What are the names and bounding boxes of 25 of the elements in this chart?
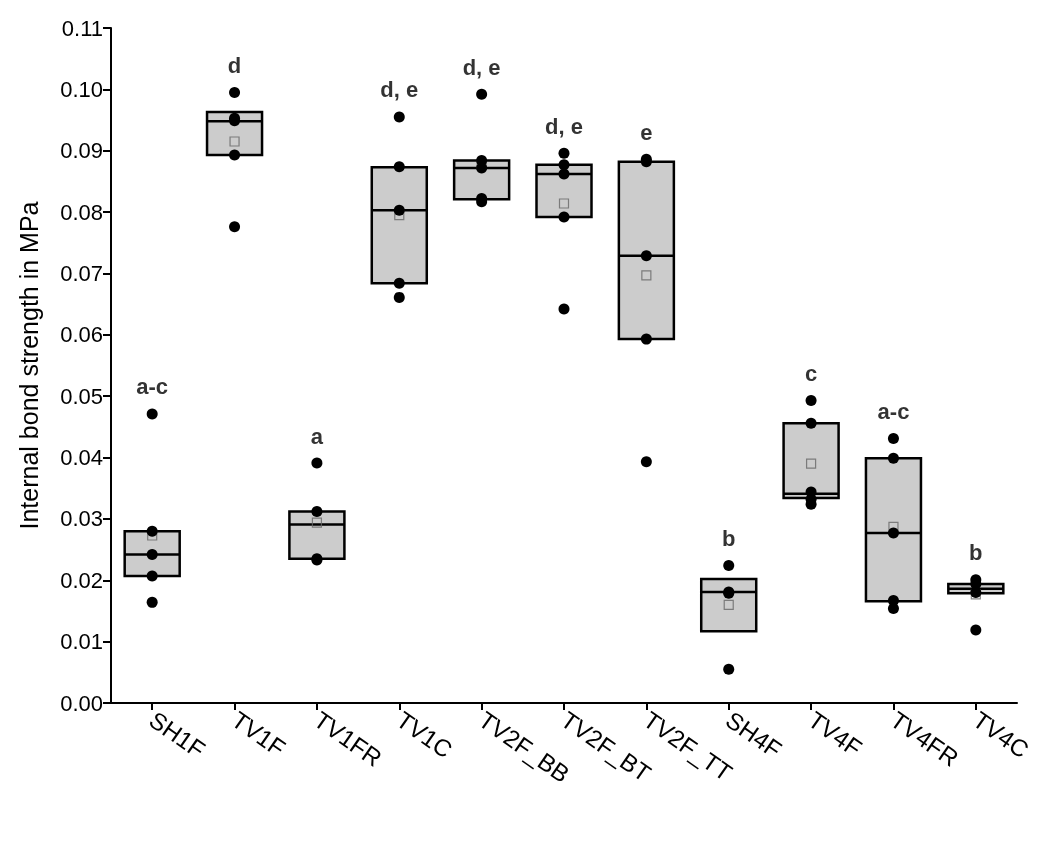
- y-tick-label: 0.01: [60, 629, 103, 655]
- annotation: d: [227, 52, 242, 78]
- annotation: d, e: [545, 113, 583, 139]
- x-tick-label: SH1F: [144, 705, 211, 764]
- annotation: a-c: [877, 399, 910, 425]
- y-tick-label: 0.04: [60, 445, 103, 471]
- y-tick-label: 0.10: [60, 76, 103, 102]
- y-tick-label: 0.06: [60, 322, 103, 348]
- annotation: b: [969, 540, 983, 566]
- y-tick-label: 0.08: [60, 199, 103, 225]
- annotation: a: [310, 423, 324, 449]
- annotation: e: [640, 119, 653, 145]
- y-tick-label: 0.09: [60, 138, 103, 164]
- y-tick-label: 0.05: [60, 383, 103, 409]
- annotation: a-c: [136, 374, 169, 400]
- annotation: d, e: [380, 77, 419, 103]
- y-tick-label: 0.07: [60, 260, 103, 286]
- annotation: c: [804, 360, 818, 386]
- annotation: d, e: [462, 54, 501, 80]
- y-tick-label: 0.02: [60, 567, 103, 593]
- y-tick-label: 0.00: [60, 690, 103, 716]
- y-axis-title: Internal bond strength in MPa: [14, 201, 43, 530]
- y-tick-label: 0.11: [61, 15, 103, 41]
- y-tick-label: 0.03: [60, 506, 103, 532]
- annotation: b: [722, 526, 736, 552]
